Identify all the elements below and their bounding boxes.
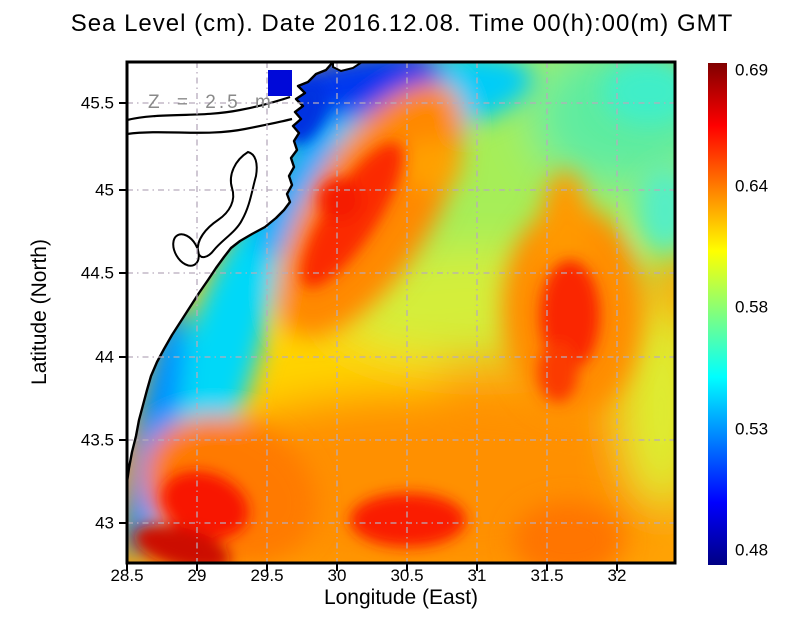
x-tick: 29 — [188, 566, 207, 585]
river-line — [127, 95, 291, 122]
colorbar — [708, 63, 727, 565]
sea-blob — [603, 62, 675, 125]
sea-blob — [637, 168, 675, 252]
river-line — [127, 117, 293, 136]
y-tick: 43.5 — [81, 431, 114, 450]
y-tick: 43 — [95, 514, 114, 533]
x-axis-title: Longitude (East) — [324, 586, 478, 609]
sea-blob — [133, 524, 231, 563]
axis-tick-marks — [119, 102, 618, 571]
x-tick: 32 — [608, 566, 627, 585]
gridlines — [127, 62, 675, 563]
y-tick: 44.5 — [81, 264, 114, 283]
sea-blob — [161, 471, 249, 539]
colorbar-tick-labels: 0.69 0.64 0.58 0.53 0.48 — [735, 61, 768, 560]
sea-blob — [255, 121, 335, 259]
cbar-tick: 0.48 — [735, 541, 768, 560]
lagoon-outline — [196, 150, 258, 258]
y-axis-title: Latitude (North) — [28, 239, 51, 385]
y-tick: 44 — [95, 348, 114, 367]
x-tick: 30 — [328, 566, 347, 585]
cbar-tick: 0.64 — [735, 177, 768, 196]
y-tick: 45 — [95, 181, 114, 200]
x-tick: 30.5 — [390, 566, 423, 585]
cbar-tick: 0.53 — [735, 420, 768, 439]
land-coastline — [127, 62, 335, 484]
delta-island — [332, 62, 364, 73]
sea-blob — [350, 493, 466, 547]
y-axis-tick-labels: 45.5 45 44.5 44 43.5 43 — [81, 94, 114, 533]
sea-blob — [402, 139, 462, 191]
plot-frame — [125, 60, 677, 565]
x-tick: 31 — [468, 566, 487, 585]
sea-field — [127, 62, 675, 563]
sea-blob — [513, 502, 623, 563]
x-tick: 28.5 — [110, 566, 143, 585]
x-tick: 29.5 — [250, 566, 283, 585]
sea-blob — [127, 301, 185, 559]
x-axis-tick-labels: 28.5 29 29.5 30 30.5 31 31.5 32 — [110, 566, 626, 585]
cbar-tick: 0.58 — [735, 298, 768, 317]
sea-blob — [538, 342, 578, 402]
depth-annotation: Z = 2.5 m — [148, 92, 274, 113]
cbar-tick: 0.69 — [735, 61, 768, 80]
low-sea-level-patch — [268, 70, 292, 96]
page-title: Sea Level (cm). Date 2016.12.08. Time 00… — [71, 10, 734, 37]
sea-blob — [318, 178, 362, 222]
x-tick: 31.5 — [530, 566, 563, 585]
lagoon-outline — [172, 233, 200, 267]
y-tick: 45.5 — [81, 94, 114, 113]
